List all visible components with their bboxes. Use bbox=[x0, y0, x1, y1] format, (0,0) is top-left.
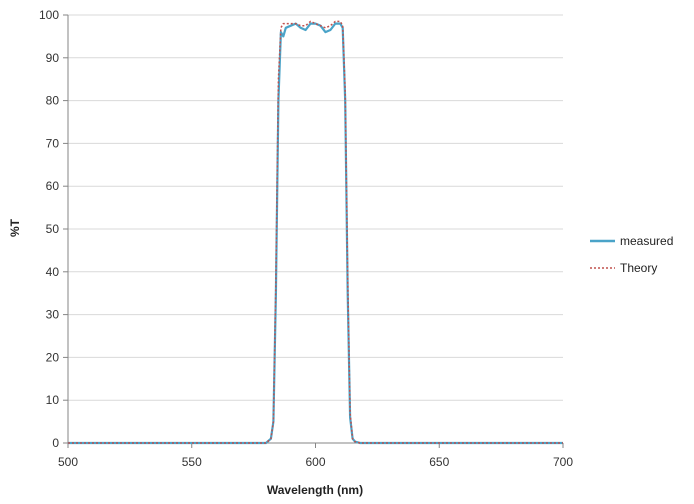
y-tick-label: 90 bbox=[46, 51, 60, 65]
series-layer bbox=[68, 20, 563, 445]
legend-label-theory: Theory bbox=[620, 261, 657, 275]
y-axis-title: %T bbox=[8, 218, 22, 237]
legend-label-measured: measured bbox=[620, 234, 673, 248]
x-tick-label: 550 bbox=[182, 455, 202, 469]
tick-labels: 0 10 20 30 40 50 60 70 80 90 100 500 550 600 650 700 bbox=[39, 8, 573, 469]
x-tick-label: 650 bbox=[429, 455, 449, 469]
grid-lines bbox=[68, 14, 563, 401]
y-tick-label: 0 bbox=[52, 436, 59, 450]
series-line-measured bbox=[68, 22, 563, 445]
y-tick-label: 60 bbox=[46, 179, 60, 193]
y-tick-label: 30 bbox=[46, 308, 60, 322]
x-tick-label: 600 bbox=[305, 455, 325, 469]
series-line-theory bbox=[68, 20, 563, 444]
y-tick-label: 40 bbox=[46, 265, 60, 279]
x-axis-title: Wavelength (nm) bbox=[267, 483, 363, 497]
y-tick-label: 20 bbox=[46, 350, 60, 364]
y-tick-label: 50 bbox=[46, 222, 60, 236]
y-tick-label: 70 bbox=[46, 136, 60, 150]
legend: measured Theory bbox=[590, 234, 673, 275]
y-tick-label: 100 bbox=[39, 8, 59, 22]
y-tick-label: 80 bbox=[46, 94, 60, 108]
x-tick-label: 500 bbox=[58, 455, 78, 469]
y-tick-label: 10 bbox=[46, 393, 60, 407]
x-tick-label: 700 bbox=[553, 455, 573, 469]
axes bbox=[63, 14, 564, 448]
